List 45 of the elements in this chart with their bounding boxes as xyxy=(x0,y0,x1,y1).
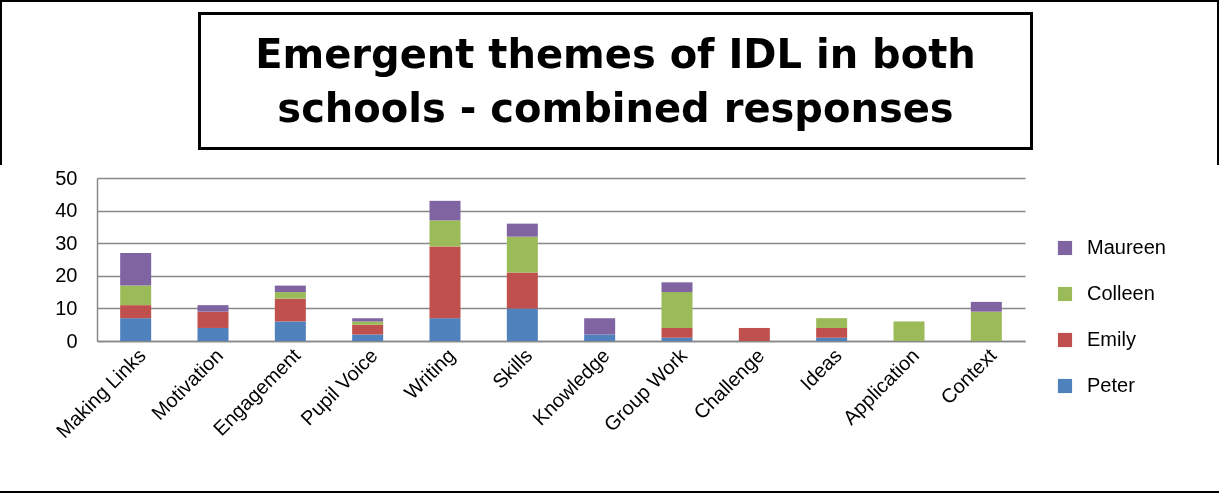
bar xyxy=(274,321,306,341)
bar xyxy=(120,252,152,286)
y-tick-label: 0 xyxy=(66,329,78,352)
bar xyxy=(429,318,461,341)
bar xyxy=(584,334,616,341)
legend-label: Emily xyxy=(1087,328,1136,350)
bar xyxy=(352,324,384,335)
legend-label: Peter xyxy=(1087,374,1136,396)
bar xyxy=(506,308,538,341)
bar xyxy=(506,272,538,309)
bar xyxy=(274,292,306,299)
bar xyxy=(197,311,229,328)
bar xyxy=(120,285,152,306)
bar xyxy=(197,327,229,341)
legend-label: Maureen xyxy=(1087,236,1166,258)
bar xyxy=(429,220,461,247)
bar xyxy=(970,311,1002,341)
bar xyxy=(197,305,229,312)
y-tick-label: 10 xyxy=(55,296,78,319)
y-tick-label: 20 xyxy=(55,264,78,287)
bar xyxy=(120,318,152,341)
legend-label: Colleen xyxy=(1087,282,1155,304)
y-tick-label: 40 xyxy=(55,199,78,222)
bar xyxy=(738,327,770,341)
bar xyxy=(816,327,848,338)
bar xyxy=(816,318,848,328)
y-tick-label: 30 xyxy=(55,231,78,254)
bar xyxy=(893,321,925,341)
bar xyxy=(661,292,693,328)
bar xyxy=(429,246,461,319)
bar xyxy=(816,337,848,341)
bar xyxy=(584,318,616,335)
bar xyxy=(661,327,693,338)
bar xyxy=(352,334,384,341)
bar xyxy=(506,223,538,237)
bar xyxy=(661,337,693,341)
bar xyxy=(274,298,306,322)
bar xyxy=(120,305,152,319)
bar xyxy=(274,285,306,293)
chart-title: Emergent themes of IDL in both schools - combined responses xyxy=(198,12,1033,150)
bar xyxy=(429,200,461,221)
bar xyxy=(661,282,693,293)
y-tick-label: 50 xyxy=(55,166,78,189)
bar xyxy=(970,301,1002,312)
bar xyxy=(506,236,538,273)
